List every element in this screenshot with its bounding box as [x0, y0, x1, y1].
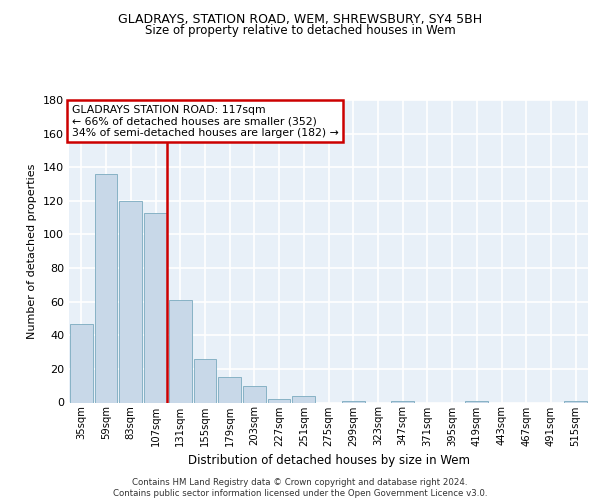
X-axis label: Distribution of detached houses by size in Wem: Distribution of detached houses by size … [187, 454, 470, 467]
Text: Size of property relative to detached houses in Wem: Size of property relative to detached ho… [145, 24, 455, 37]
Bar [194, 359, 216, 403]
Text: GLADRAYS, STATION ROAD, WEM, SHREWSBURY, SY4 5BH: GLADRAYS, STATION ROAD, WEM, SHREWSBURY,… [118, 12, 482, 26]
Text: GLADRAYS STATION ROAD: 117sqm
← 66% of detached houses are smaller (352)
34% of : GLADRAYS STATION ROAD: 117sqm ← 66% of d… [71, 104, 338, 138]
Bar [268, 399, 290, 402]
Bar [70, 324, 93, 402]
Bar [466, 401, 488, 402]
Bar [144, 212, 167, 402]
Bar [218, 378, 241, 402]
Bar [119, 201, 142, 402]
Bar [243, 386, 266, 402]
Bar [95, 174, 118, 402]
Bar [342, 401, 365, 402]
Y-axis label: Number of detached properties: Number of detached properties [28, 164, 37, 339]
Bar [564, 401, 587, 402]
Bar [169, 300, 191, 402]
Bar [292, 396, 315, 402]
Text: Contains HM Land Registry data © Crown copyright and database right 2024.
Contai: Contains HM Land Registry data © Crown c… [113, 478, 487, 498]
Bar [391, 401, 414, 402]
